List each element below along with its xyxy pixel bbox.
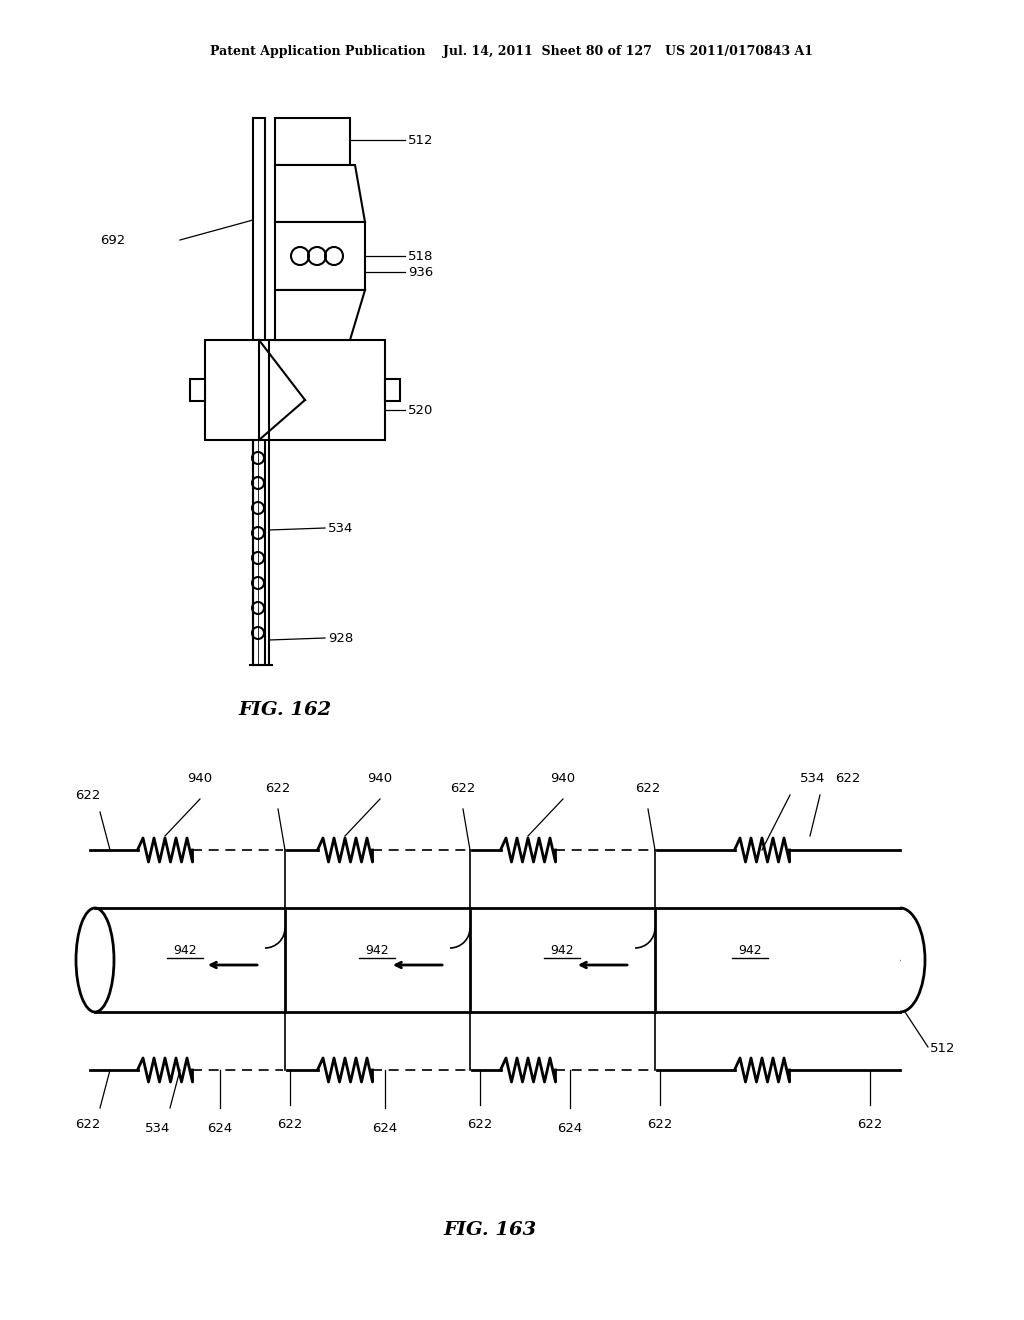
- Text: 940: 940: [368, 772, 392, 785]
- Text: 622: 622: [265, 781, 291, 795]
- Text: 624: 624: [208, 1122, 232, 1135]
- Text: Patent Application Publication    Jul. 14, 2011  Sheet 80 of 127   US 2011/01708: Patent Application Publication Jul. 14, …: [211, 45, 813, 58]
- Text: FIG. 163: FIG. 163: [443, 1221, 537, 1239]
- Text: 622: 622: [76, 1118, 100, 1131]
- Text: 512: 512: [930, 1041, 955, 1055]
- Polygon shape: [275, 117, 350, 165]
- Text: 622: 622: [76, 789, 100, 803]
- Text: 622: 622: [857, 1118, 883, 1131]
- Text: 624: 624: [373, 1122, 397, 1135]
- Text: 624: 624: [557, 1122, 583, 1135]
- Text: 692: 692: [100, 234, 125, 247]
- Polygon shape: [385, 379, 400, 401]
- Polygon shape: [190, 379, 205, 401]
- Text: 940: 940: [551, 772, 575, 785]
- Text: 534: 534: [328, 521, 353, 535]
- Text: 622: 622: [835, 772, 860, 785]
- Text: 936: 936: [408, 265, 433, 279]
- Text: 622: 622: [647, 1118, 673, 1131]
- Text: 942: 942: [550, 944, 573, 957]
- Ellipse shape: [76, 908, 114, 1012]
- Polygon shape: [275, 222, 365, 290]
- Polygon shape: [275, 165, 365, 222]
- Text: 940: 940: [187, 772, 213, 785]
- Text: 942: 942: [173, 944, 197, 957]
- Polygon shape: [205, 341, 385, 440]
- Text: FIG. 162: FIG. 162: [239, 701, 332, 719]
- Polygon shape: [275, 290, 365, 341]
- Text: 942: 942: [738, 944, 762, 957]
- Polygon shape: [95, 908, 900, 1012]
- Text: 534: 534: [145, 1122, 171, 1135]
- Text: 942: 942: [366, 944, 389, 957]
- Text: 928: 928: [328, 631, 353, 644]
- Text: 622: 622: [467, 1118, 493, 1131]
- Text: 518: 518: [408, 249, 433, 263]
- Text: 520: 520: [408, 404, 433, 417]
- Text: 512: 512: [408, 133, 433, 147]
- Text: 622: 622: [451, 781, 476, 795]
- Polygon shape: [253, 117, 265, 665]
- Text: 534: 534: [800, 772, 825, 785]
- Text: 622: 622: [635, 781, 660, 795]
- Text: 622: 622: [278, 1118, 303, 1131]
